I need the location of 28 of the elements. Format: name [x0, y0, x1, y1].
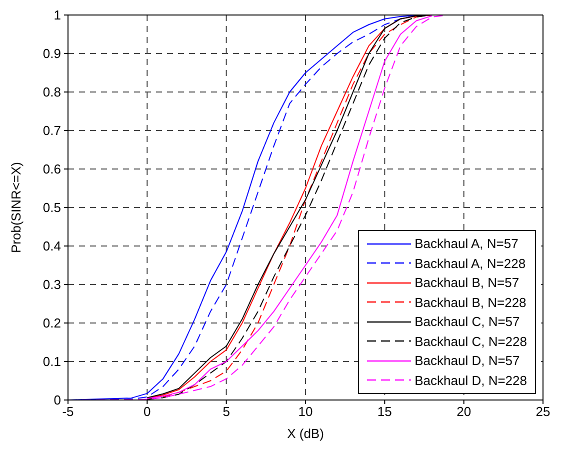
- y-tick-label: 0.9: [42, 46, 61, 62]
- y-tick-label: 0.8: [42, 84, 61, 100]
- y-tick-label: 0.2: [42, 316, 61, 331]
- legend-label: Backhaul A, N=57: [414, 236, 518, 252]
- x-tick-label: 15: [377, 404, 392, 420]
- legend-label: Backhaul C, N=57: [414, 314, 520, 330]
- y-tick-label: 0.1: [42, 354, 61, 370]
- x-tick-label: 10: [298, 404, 313, 420]
- x-tick-label: -5: [62, 404, 74, 420]
- legend-label: Backhaul D, N=57: [414, 353, 520, 368]
- y-tick-label: 0: [54, 392, 61, 408]
- x-tick-label: 25: [536, 404, 550, 420]
- y-tick-label: 0.6: [42, 162, 61, 177]
- y-tick-label: 0.7: [42, 123, 61, 138]
- legend-label: Backhaul A, N=228: [414, 256, 526, 271]
- legend-label: Backhaul D, N=228: [414, 372, 527, 388]
- legend-label: Backhaul B, N=228: [414, 294, 526, 310]
- legend-label: Backhaul C, N=228: [414, 334, 527, 349]
- x-tick-label: 20: [456, 404, 472, 420]
- y-axis-title: Prob(SINR<=X): [8, 162, 24, 254]
- x-tick-label: 0: [144, 404, 151, 420]
- y-tick-label: 1: [54, 8, 61, 23]
- x-axis-title: X (dB): [287, 426, 324, 441]
- legend-label: Backhaul B, N=57: [414, 275, 520, 290]
- y-tick-label: 0.3: [42, 277, 61, 292]
- y-tick-label: 0.5: [42, 200, 61, 216]
- x-tick-label: 5: [222, 404, 230, 420]
- y-tick-label: 0.4: [42, 238, 61, 254]
